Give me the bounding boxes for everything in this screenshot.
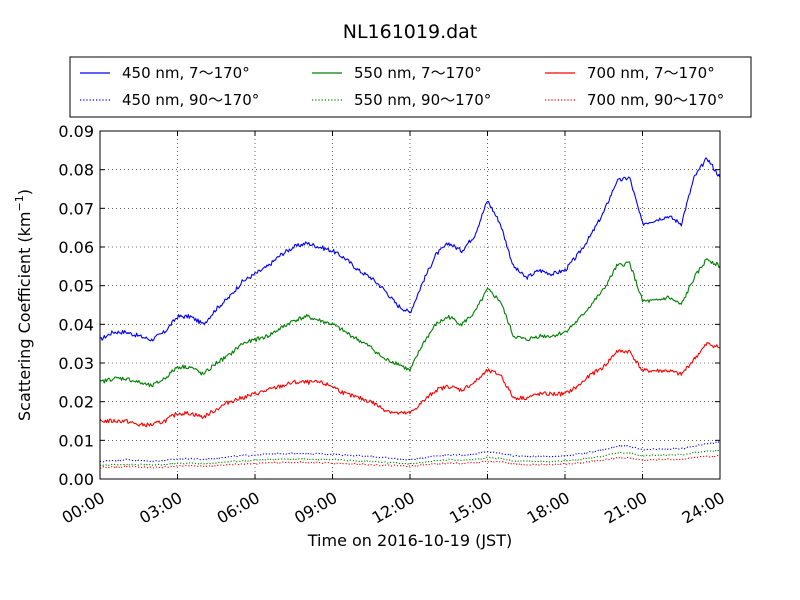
x-tick-label: 00:00 — [59, 488, 108, 528]
y-axis-label-close: ) — [15, 189, 34, 195]
y-axis-label: Scattering Coefficient (km−1) — [13, 189, 34, 421]
plot-background — [100, 131, 720, 479]
chart-title: NL161019.dat — [343, 21, 478, 43]
legend-entry: 550 nm, 90～170° — [354, 91, 491, 109]
series-line — [99, 441, 721, 463]
x-tick-label: 03:00 — [136, 488, 185, 528]
x-tick-label: 06:00 — [214, 488, 263, 528]
x-axis-label: Time on 2016-10-19 (JST) — [307, 531, 512, 550]
legend-entry: 450 nm, 7～170° — [122, 64, 250, 82]
y-tick-label: 0.00 — [58, 470, 94, 489]
grid — [100, 131, 720, 479]
y-axis-label-superscript: −1 — [13, 195, 26, 211]
x-tick-label: 15:00 — [446, 488, 495, 528]
y-tick-label: 0.02 — [58, 393, 94, 412]
x-tick-label: 21:00 — [601, 488, 650, 528]
y-tick-label: 0.05 — [58, 277, 94, 296]
x-tick-label: 24:00 — [679, 488, 728, 528]
x-tick-label: 18:00 — [524, 488, 573, 528]
y-tick-label: 0.09 — [58, 122, 94, 141]
y-tick-label: 0.07 — [58, 199, 94, 218]
legend-box — [69, 56, 752, 118]
y-tick-label: 0.08 — [58, 161, 94, 180]
series-lines — [99, 157, 721, 469]
y-axis-label-main: Scattering Coefficient (km — [15, 211, 34, 421]
legend-entry: 700 nm, 90～170° — [587, 91, 724, 109]
y-tick-labels: 0.00 0.01 0.02 0.03 0.04 0.05 0.06 0.07 0.08 0.09 — [58, 122, 94, 489]
plot-area — [99, 130, 721, 480]
x-tick-label: 09:00 — [291, 488, 340, 528]
legend: 450 nm, 7～170° 550 nm, 7～170° 700 nm, 7～17… — [69, 56, 752, 118]
y-tick-label: 0.06 — [58, 238, 94, 257]
series-line — [100, 454, 720, 469]
legend-entry: 550 nm, 7～170° — [354, 64, 482, 82]
x-tick-label: 12:00 — [369, 488, 418, 528]
y-tick-label: 0.04 — [58, 315, 94, 334]
legend-entry: 450 nm, 90～170° — [122, 91, 259, 109]
y-tick-label: 0.01 — [58, 431, 94, 450]
series-line — [99, 258, 721, 388]
series-line — [99, 342, 721, 428]
x-tick-labels: 00:00 03:00 06:00 09:00 12:00 15:00 18:00 21:00… — [59, 488, 728, 528]
y-tick-label: 0.03 — [58, 354, 94, 373]
series-line — [99, 157, 721, 342]
legend-entry: 700 nm, 7～170° — [587, 64, 715, 82]
ticks — [99, 130, 721, 480]
